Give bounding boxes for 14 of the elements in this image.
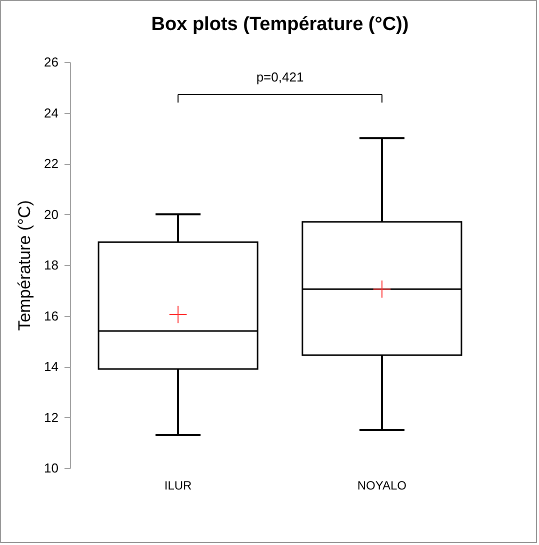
y-axis-title: Température (°C) <box>15 200 34 331</box>
y-tick-label: 26 <box>44 54 58 70</box>
x-tick-label: ILUR <box>164 478 192 492</box>
y-tick-label: 10 <box>44 460 58 476</box>
y-tick-label: 24 <box>44 105 58 120</box>
y-tick-label: 14 <box>44 359 58 374</box>
y-tick-label: 18 <box>44 258 58 272</box>
chart-title: Box plots (Température (°C)) <box>151 14 409 35</box>
y-tick-label: 22 <box>44 156 58 171</box>
y-tick-label: 12 <box>44 410 58 425</box>
x-tick-label: NOYALO <box>357 478 407 492</box>
annotation: p=0,421 <box>256 69 304 84</box>
y-tick-label: 16 <box>44 308 58 324</box>
y-tick-label: 20 <box>44 206 58 222</box>
